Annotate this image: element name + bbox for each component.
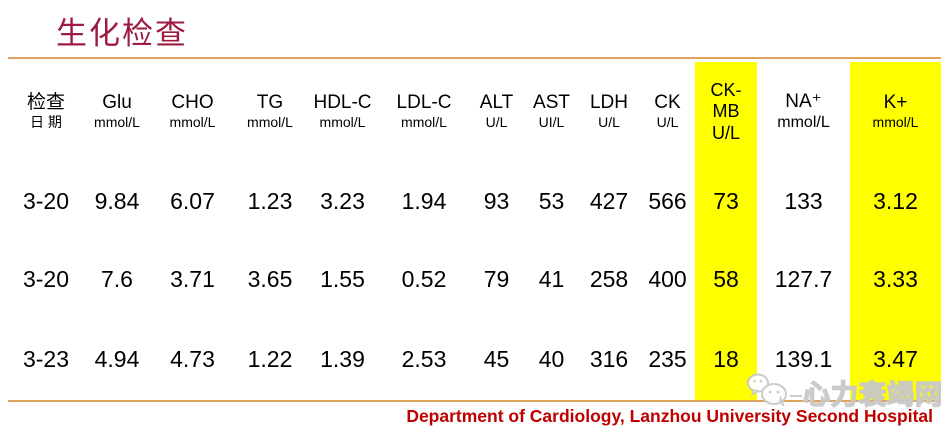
column-header-date: 检查日 期 xyxy=(8,62,84,162)
cell-tg: 1.22 xyxy=(247,345,293,372)
column-header-ldlc-line2: mmol/L xyxy=(401,114,447,131)
cell-glu: 7.6 xyxy=(101,265,133,292)
page-title: 生化检查 xyxy=(56,16,188,51)
column-header-ldh: LDH U/L xyxy=(578,62,640,162)
cell-na: 133 xyxy=(784,187,823,214)
column-header-cho: CHO mmol/L xyxy=(150,62,235,162)
column-header-k-line2: mmol/L xyxy=(872,114,919,131)
cell-alt: 45 xyxy=(483,345,510,372)
table-bottom-divider xyxy=(8,400,941,402)
table-body: 3-20 9.84 6.07 1.23 3.23 1.94 93 53 427 566 73 133 3… xyxy=(8,162,941,400)
column-header-alt-line2: U/L xyxy=(485,114,508,131)
cell-date: 3-20 xyxy=(22,187,70,214)
column-header-k-line1: K+ xyxy=(883,92,908,114)
cell-na: 127.7 xyxy=(774,265,833,292)
cell-ldh: 427 xyxy=(589,187,629,214)
footer-credit: Department of Cardiology, Lanzhou Univer… xyxy=(406,406,933,426)
column-header-glu-line2: mmol/L xyxy=(94,114,140,131)
cell-ldlc: 0.52 xyxy=(401,265,447,292)
column-header-ck-line2: U/L xyxy=(656,114,679,131)
title-divider xyxy=(8,57,941,59)
table-header-row: 检查日 期 Glu mmol/L CHO mmol/L TG mmol/L HDL-C mmol… xyxy=(8,62,941,162)
column-header-ldh-line2: U/L xyxy=(598,114,620,131)
column-header-na: NA⁺ mmol/L xyxy=(757,62,850,162)
column-header-cho-line1: CHO xyxy=(171,92,214,114)
cell-cho: 3.71 xyxy=(170,265,215,292)
cell-ckmb: 73 xyxy=(695,162,757,240)
table-head: 检查日 期 Glu mmol/L CHO mmol/L TG mmol/L HDL-C mmol… xyxy=(8,62,941,162)
column-header-na-line2: mmol/L xyxy=(777,113,830,131)
column-header-ck: CK U/L xyxy=(640,62,695,162)
column-header-ast-line2: UI/L xyxy=(538,114,565,131)
cell-hdlc: 1.39 xyxy=(320,345,365,372)
cell-ck: 566 xyxy=(648,187,687,214)
cell-alt: 93 xyxy=(483,187,510,214)
table-row: 3-23 4.94 4.73 1.22 1.39 2.53 45 40 316 235 18 139.… xyxy=(8,318,941,400)
cell-ldh: 258 xyxy=(589,265,629,292)
cell-tg: 3.65 xyxy=(247,265,293,292)
cell-ast: 40 xyxy=(538,345,565,372)
column-header-ast: AST UI/L xyxy=(525,62,578,162)
cell-alt: 79 xyxy=(483,265,510,292)
cell-cho: 6.07 xyxy=(170,187,215,214)
cell-na: 139.1 xyxy=(774,345,833,372)
cell-ldh: 316 xyxy=(589,345,629,372)
column-header-tg-line2: mmol/L xyxy=(247,114,293,131)
column-header-date-line2: 日 期 xyxy=(30,114,62,131)
column-header-tg-line1: TG xyxy=(256,92,284,114)
cell-ldlc: 2.53 xyxy=(401,345,447,372)
cell-date: 3-20 xyxy=(22,265,70,292)
column-header-ckmb-line3: U/L xyxy=(711,122,740,143)
cell-k: 3.33 xyxy=(850,240,941,318)
cell-hdlc: 3.23 xyxy=(320,187,365,214)
column-header-alt-line1: ALT xyxy=(479,92,514,114)
cell-k: 3.12 xyxy=(850,162,941,240)
cell-ast: 41 xyxy=(538,265,565,292)
cell-ckmb: 18 xyxy=(695,318,757,400)
cell-ck: 235 xyxy=(648,345,687,372)
cell-cho: 4.73 xyxy=(170,345,215,372)
column-header-ldlc-line1: LDL-C xyxy=(396,92,452,114)
column-header-na-line1: NA⁺ xyxy=(785,91,822,113)
column-header-alt: ALT U/L xyxy=(468,62,525,162)
column-header-ast-line1: AST xyxy=(533,92,570,114)
lab-results-table: 检查日 期 Glu mmol/L CHO mmol/L TG mmol/L HDL-C mmol… xyxy=(8,62,941,400)
cell-k: 3.47 xyxy=(850,318,941,400)
column-header-hdlc: HDL-C mmol/L xyxy=(305,62,380,162)
column-header-tg: TG mmol/L xyxy=(235,62,305,162)
cell-ck: 400 xyxy=(648,265,687,292)
column-header-ckmb-line1: CK- xyxy=(710,80,742,101)
column-header-ckmb-line2: MB xyxy=(712,101,740,122)
column-header-k: K+ mmol/L xyxy=(850,62,941,162)
cell-ckmb: 58 xyxy=(695,240,757,318)
column-header-ldlc: LDL-C mmol/L xyxy=(380,62,468,162)
column-header-glu: Glu mmol/L xyxy=(84,62,150,162)
column-header-glu-line1: Glu xyxy=(102,92,132,114)
column-header-ckmb: CK- MB U/L xyxy=(695,62,757,162)
column-header-ldh-line1: LDH xyxy=(589,92,628,114)
column-header-date-line1: 检查 xyxy=(26,92,65,114)
column-header-hdlc-line2: mmol/L xyxy=(319,114,366,131)
cell-hdlc: 1.55 xyxy=(320,265,365,292)
cell-glu: 9.84 xyxy=(94,187,140,214)
cell-date: 3-23 xyxy=(22,345,70,372)
column-header-cho-line2: mmol/L xyxy=(169,114,216,131)
cell-ast: 53 xyxy=(538,187,565,214)
cell-ldlc: 1.94 xyxy=(401,187,447,214)
table-row: 3-20 9.84 6.07 1.23 3.23 1.94 93 53 427 566 73 133 3… xyxy=(8,162,941,240)
cell-tg: 1.23 xyxy=(247,187,293,214)
cell-glu: 4.94 xyxy=(94,345,140,372)
table-row: 3-20 7.6 3.71 3.65 1.55 0.52 79 41 258 400 58 127.7… xyxy=(8,240,941,318)
column-header-ck-line1: CK xyxy=(654,92,681,114)
column-header-hdlc-line1: HDL-C xyxy=(313,92,372,114)
